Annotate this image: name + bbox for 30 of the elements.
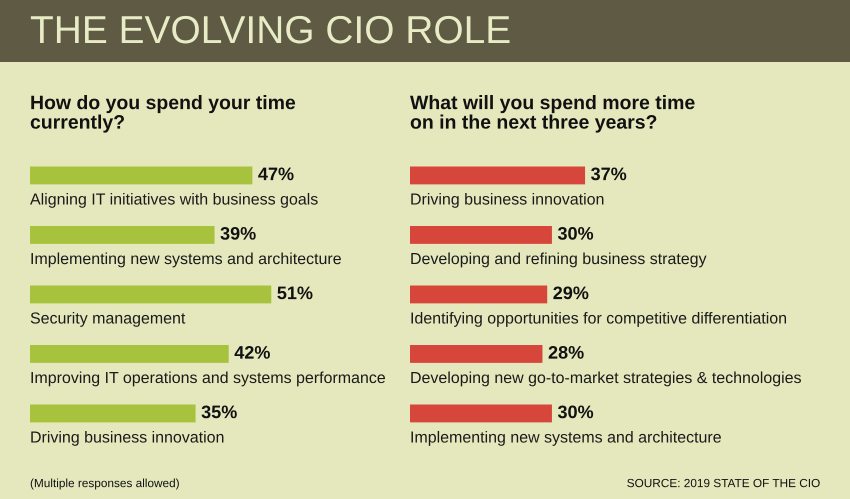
- chart-title: What will you spend more time on in the next three years?: [410, 94, 695, 133]
- data-label: 30%: [558, 405, 594, 418]
- data-label: 30%: [558, 226, 594, 240]
- y-tick-label: Improving IT operations and systems performance: [31, 371, 385, 386]
- y-tick-label: Implementing new systems and architecture: [31, 252, 341, 268]
- bar: [30, 404, 196, 422]
- chart-title: How do you spend your time currently?: [30, 94, 296, 133]
- bar: [30, 285, 272, 304]
- source-note: SOURCE: 2019 STATE OF THE CIO: [627, 478, 820, 488]
- data-label: 29%: [553, 286, 588, 300]
- text: THE EVOLVING CIO ROLE: [30, 16, 510, 44]
- y-tick-label: Aligning IT initiatives with business goals: [30, 192, 318, 208]
- y-tick-label: Developing and refining business strategy: [411, 252, 707, 268]
- y-tick-label: Identifying opportunities for competitive differentiation: [411, 312, 786, 327]
- bar: [30, 226, 215, 244]
- bar: [30, 344, 229, 363]
- data-label: 35%: [202, 405, 237, 418]
- data-label: 28%: [548, 346, 584, 359]
- data-label: 47%: [258, 168, 294, 180]
- text: (Multiple responses allowed): [30, 478, 179, 490]
- y-tick-label: Security management: [30, 312, 186, 327]
- y-tick-label: Developing new go-to-market strategies & technologies: [411, 371, 801, 386]
- y-tick-label: Driving business innovation: [411, 192, 604, 208]
- data-label: 42%: [234, 346, 270, 359]
- data-label: 39%: [220, 226, 256, 240]
- bar: [30, 166, 252, 184]
- data-label: 51%: [277, 286, 313, 300]
- y-tick-label: Driving business innovation: [31, 430, 224, 446]
- data-label: 37%: [591, 167, 626, 180]
- y-tick-label: Implementing new systems and architecture: [411, 430, 721, 446]
